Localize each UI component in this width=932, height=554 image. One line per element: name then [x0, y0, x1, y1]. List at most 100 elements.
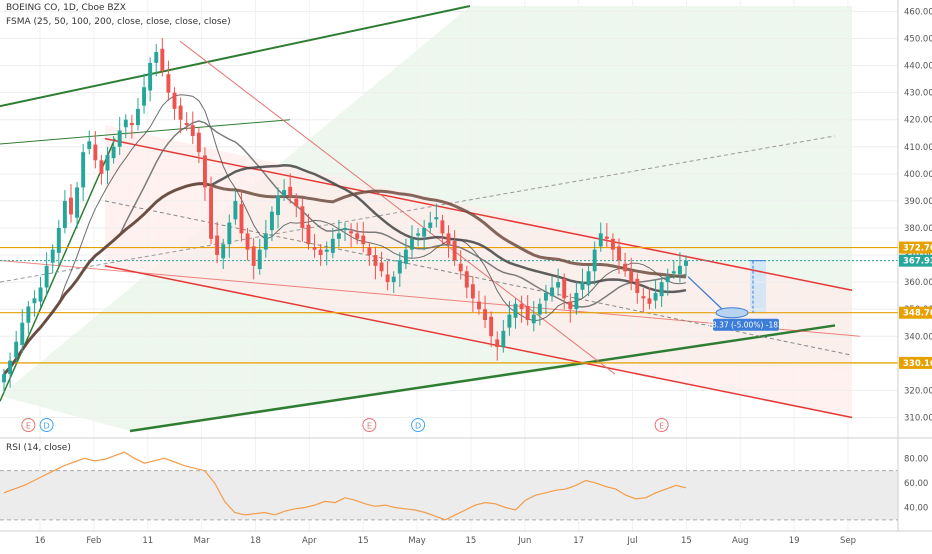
measure-box	[750, 260, 766, 313]
candle-body	[385, 274, 390, 283]
candle-body	[227, 222, 232, 245]
candle-body	[20, 322, 25, 345]
candle-body	[434, 217, 439, 220]
candle-body	[519, 303, 524, 310]
candle	[653, 279, 658, 309]
price-axis-label: 460.00	[904, 7, 932, 17]
candle-body	[14, 341, 19, 358]
price-tag-box	[899, 241, 932, 254]
candle	[44, 252, 49, 296]
candle	[166, 60, 171, 101]
candle	[276, 187, 280, 229]
candle-body	[276, 195, 280, 215]
chart-title: BOEING CO, 1D, Cboe BZX	[6, 3, 126, 13]
candle-body	[69, 197, 73, 215]
candle-body	[671, 271, 676, 274]
candle	[623, 252, 628, 277]
candle	[32, 290, 37, 317]
price-axis-label: 400.00	[904, 170, 932, 180]
price-tag-label: 348.70	[903, 309, 932, 319]
time-axis-label: 11	[142, 536, 153, 546]
candle-body	[629, 271, 634, 283]
candle-body	[623, 263, 628, 272]
time-axis-label: Jun	[517, 536, 531, 546]
candle-body	[111, 146, 116, 159]
lower-red-channel-line	[104, 265, 853, 419]
event-marker: D	[411, 418, 426, 432]
time-axis-label: Aug	[732, 536, 749, 546]
candle-body	[647, 298, 652, 304]
candle	[26, 301, 31, 334]
candle	[617, 238, 621, 274]
candle-body	[306, 224, 311, 245]
candle-body	[483, 309, 488, 321]
price-axis-label: 420.00	[904, 116, 932, 126]
candle	[251, 238, 256, 280]
candle-body	[610, 238, 615, 250]
candle-body	[26, 306, 31, 323]
candle-body	[154, 52, 159, 63]
candle	[556, 268, 561, 296]
candle	[136, 98, 140, 131]
candle	[123, 114, 128, 139]
candle-body	[391, 276, 396, 283]
candle	[288, 173, 293, 204]
candle	[519, 295, 524, 323]
event-marker-label: E	[26, 422, 31, 431]
candle	[294, 193, 299, 218]
candle-body	[62, 200, 67, 228]
candle	[172, 87, 177, 120]
candle-body	[263, 233, 268, 250]
time-axis-label: May	[408, 536, 426, 546]
price-tag: 367.93	[899, 254, 932, 267]
candle	[537, 298, 542, 326]
candle	[190, 111, 195, 145]
candle	[391, 271, 396, 293]
candle	[69, 184, 73, 223]
rsi-band	[0, 470, 898, 520]
candle	[604, 223, 609, 247]
candle-body	[592, 249, 597, 272]
candle	[677, 252, 682, 283]
candle	[269, 206, 274, 241]
candle-body	[87, 141, 92, 149]
candle	[355, 222, 360, 245]
candle-body	[269, 211, 274, 231]
candle-body	[324, 249, 329, 252]
candle-body	[586, 271, 591, 286]
candle	[87, 130, 92, 155]
event-marker-label: D	[415, 422, 421, 431]
candle-body	[598, 233, 603, 247]
candle	[397, 252, 402, 287]
candle	[111, 135, 116, 164]
candle	[148, 57, 153, 102]
candle-body	[574, 292, 579, 310]
price-tag-label: 372.76	[903, 244, 932, 254]
candle	[568, 293, 573, 323]
candle	[531, 301, 536, 332]
time-axis-label: 15	[681, 536, 692, 546]
candle-body	[379, 262, 384, 272]
event-marker: E	[654, 418, 669, 432]
candle	[464, 265, 469, 299]
candle-body	[129, 122, 134, 126]
candle-body	[160, 48, 165, 71]
candle-body	[537, 303, 542, 315]
rsi-axis-label: 60.00	[904, 479, 928, 489]
candle	[215, 222, 220, 264]
mid-green-trendline	[0, 119, 291, 145]
candle	[196, 127, 201, 164]
candle	[684, 255, 688, 277]
event-marker-label: D	[44, 422, 50, 431]
candle-body	[397, 260, 402, 274]
candle	[580, 268, 585, 298]
candle	[440, 214, 445, 245]
candle-body	[105, 154, 110, 171]
candle	[385, 261, 390, 291]
time-axis-label: 16	[35, 536, 46, 546]
candle-body	[288, 186, 293, 196]
candle	[282, 179, 287, 201]
price-axis-label: 410.00	[904, 143, 932, 153]
